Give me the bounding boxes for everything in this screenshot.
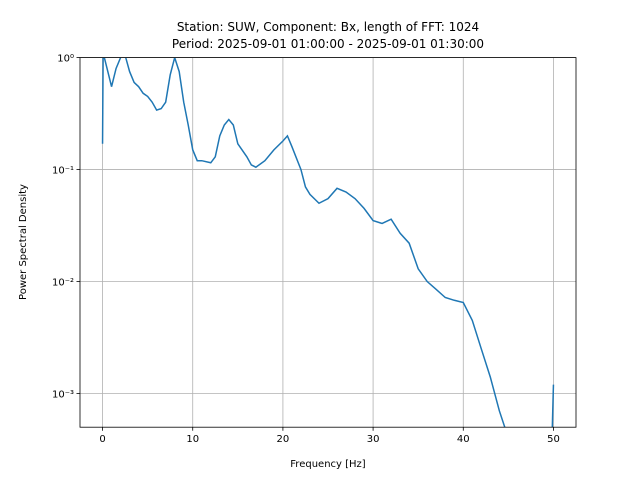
data-line	[101, 57, 555, 428]
y-tick-label: 10⁻²	[52, 278, 74, 289]
plot-frame	[79, 57, 577, 428]
x-tick-label: 50	[547, 434, 560, 445]
chart-title: Period: 2025-09-01 01:00:00 - 2025-09-01…	[172, 37, 484, 51]
x-tick-label: 40	[457, 434, 470, 445]
x-tick-label: 20	[277, 434, 290, 445]
x-tick-label: 10	[186, 434, 199, 445]
y-tick-label: 10⁻³	[52, 389, 74, 400]
x-tick-label: 0	[99, 434, 105, 445]
x-tick-label: 30	[367, 434, 380, 445]
y-tick-label: 10⁻¹	[52, 166, 74, 177]
y-tick-label: 10⁰	[57, 54, 74, 65]
y-axis-label: Power Spectral Density	[18, 184, 29, 300]
chart-title: Station: SUW, Component: Bx, length of F…	[177, 20, 479, 34]
x-axis-label: Frequency [Hz]	[290, 459, 366, 470]
